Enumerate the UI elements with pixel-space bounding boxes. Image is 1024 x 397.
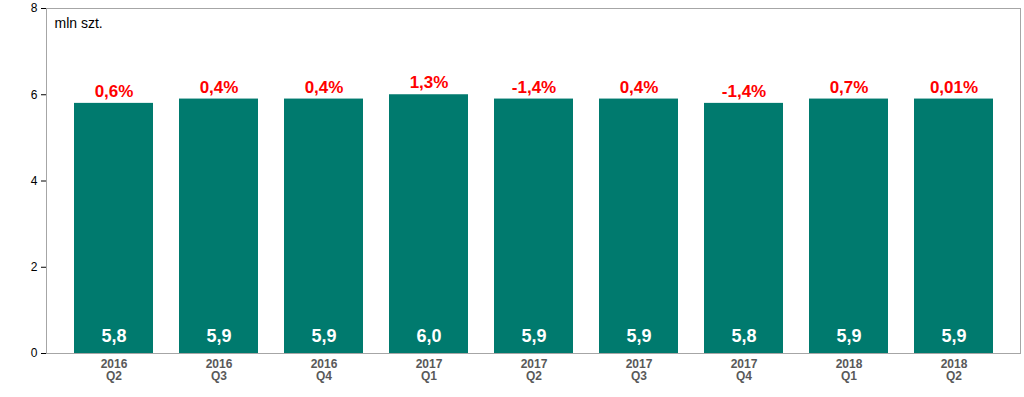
svg-text:2: 2: [31, 260, 38, 274]
svg-text:0,7%: 0,7%: [830, 78, 869, 97]
svg-text:6: 6: [31, 88, 38, 102]
svg-text:5,8: 5,8: [101, 326, 126, 346]
svg-text:5,9: 5,9: [206, 326, 231, 346]
svg-text:2017Q1: 2017Q1: [416, 357, 443, 383]
svg-text:2017Q3: 2017Q3: [626, 357, 653, 383]
svg-text:8: 8: [31, 1, 38, 15]
svg-text:0,4%: 0,4%: [200, 78, 239, 97]
svg-text:2016Q2: 2016Q2: [101, 357, 128, 383]
svg-text:-1,4%: -1,4%: [512, 78, 556, 97]
svg-text:0,01%: 0,01%: [930, 78, 978, 97]
svg-text:0: 0: [31, 346, 38, 360]
svg-text:2017Q2: 2017Q2: [521, 357, 548, 383]
svg-text:2016Q3: 2016Q3: [206, 357, 233, 383]
svg-text:0,6%: 0,6%: [95, 82, 134, 101]
svg-text:4: 4: [31, 174, 38, 188]
svg-text:5,9: 5,9: [626, 326, 651, 346]
svg-text:mln szt.: mln szt.: [55, 15, 103, 31]
svg-text:1,3%: 1,3%: [410, 73, 449, 92]
svg-text:-1,4%: -1,4%: [722, 82, 766, 101]
svg-text:6,0: 6,0: [416, 326, 441, 346]
svg-text:5,8: 5,8: [731, 326, 756, 346]
svg-text:2018Q1: 2018Q1: [836, 357, 863, 383]
svg-text:5,9: 5,9: [941, 326, 966, 346]
svg-text:0,4%: 0,4%: [305, 78, 344, 97]
svg-text:0,4%: 0,4%: [620, 78, 659, 97]
svg-text:2017Q4: 2017Q4: [731, 357, 758, 383]
svg-text:5,9: 5,9: [836, 326, 861, 346]
svg-text:2016Q4: 2016Q4: [311, 357, 338, 383]
svg-text:5,9: 5,9: [521, 326, 546, 346]
svg-text:2018Q2: 2018Q2: [941, 357, 968, 383]
svg-text:5,9: 5,9: [311, 326, 336, 346]
